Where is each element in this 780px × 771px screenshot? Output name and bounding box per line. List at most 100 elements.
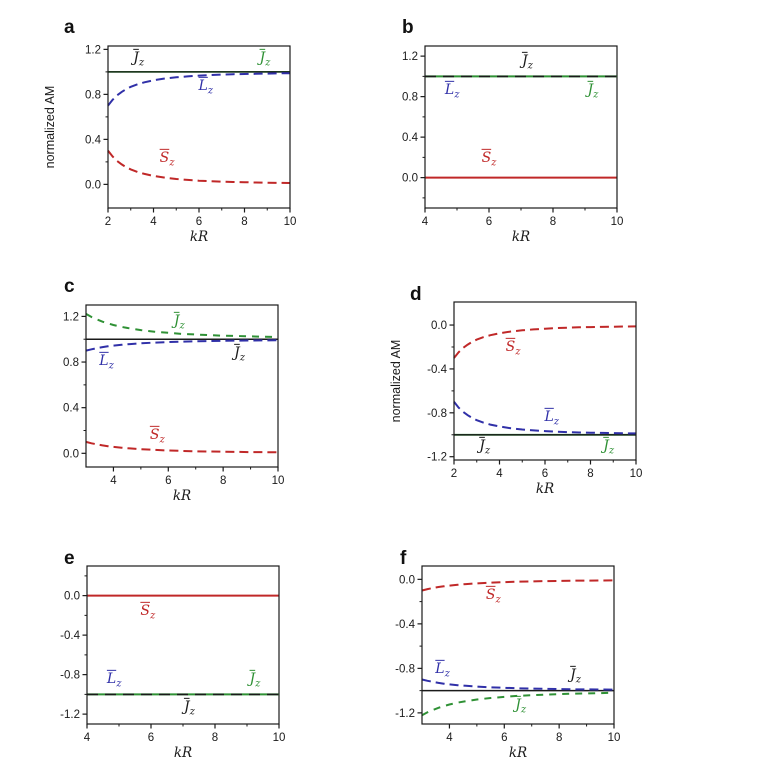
x-tick-label: 8 <box>212 732 218 744</box>
y-tick-label: 0.4 <box>63 403 80 415</box>
annotation-Jz: Jz <box>570 667 582 686</box>
curve-Lz <box>453 401 637 435</box>
annotation-script-Jz: Jz <box>515 697 527 716</box>
x-tick-label: 4 <box>110 475 117 487</box>
y-tick-label: -1.2 <box>395 708 415 720</box>
x-tick-label: 6 <box>165 475 171 487</box>
plot-d: 2 4 6 8 10 0.0 -0.4 -0.8 -1.2 kR normalized AM <box>389 301 643 497</box>
x-tick-label: 6 <box>196 216 202 228</box>
plot-box <box>453 301 637 461</box>
x-axis-label: kR <box>173 488 191 502</box>
annotation-Jz: Jz <box>183 699 195 718</box>
x-tick-label: 10 <box>273 732 286 744</box>
x-tick-label: 6 <box>148 732 154 744</box>
y-tick-label: -0.8 <box>427 408 447 420</box>
x-tick-label: 4 <box>446 732 453 744</box>
annotation-Lz: Lz <box>435 660 450 680</box>
x-tick-label: 10 <box>608 732 621 744</box>
x-tick-label: 10 <box>630 468 643 480</box>
y-tick-label: -0.4 <box>60 630 80 642</box>
panel-d: d 2 4 6 8 10 0.0 -0.4 -0.8 -1.2 kR normalized AM S… <box>386 275 644 507</box>
annotation-script-Jz: Jz <box>259 49 271 69</box>
x-tick-label: 10 <box>272 475 285 487</box>
x-tick-label: 8 <box>556 732 562 744</box>
x-tick-label: 8 <box>220 475 226 487</box>
panel-f: f 4 6 8 10 0.0 -0.4 -0.8 -1.2 kR Sz Lz Jz Jz <box>376 539 642 771</box>
annotation-Lz: Lz <box>544 409 560 429</box>
y-tick-label: 1.2 <box>85 44 101 56</box>
panel-e: e 4 6 8 10 0.0 -0.4 -0.8 -1.2 kR Sz Lz Jz Jz <box>40 539 296 771</box>
annotation-Sz: Sz <box>159 149 175 169</box>
annotation-script-Jz: Jz <box>173 313 185 332</box>
x-axis-label: kR <box>536 481 554 497</box>
y-tick-label: -0.8 <box>60 670 80 682</box>
figure-angular-momentum-panels: a 2 4 6 8 10 0.0 0.4 0.8 1.2 kR normalized AM Jz Jz… <box>40 16 643 761</box>
y-tick-label: 0.0 <box>85 179 101 191</box>
annotation-Lz: Lz <box>444 81 460 101</box>
annotation-Lz: Lz <box>99 353 114 372</box>
x-axis-label: kR <box>512 229 530 243</box>
x-tick-label: 10 <box>611 216 624 228</box>
y-tick-label: 0.8 <box>85 89 101 101</box>
annotation-Jz: Jz <box>479 437 491 457</box>
annotation-Sz: Sz <box>505 339 521 358</box>
annotation-Jz: Jz <box>133 49 145 69</box>
x-tick-label: 4 <box>496 468 503 480</box>
y-tick-label: -0.4 <box>427 364 447 376</box>
y-axis-label: normalized AM <box>389 340 403 423</box>
x-axis-label: kR <box>174 745 192 761</box>
plot-f: 4 6 8 10 0.0 -0.4 -0.8 -1.2 kR <box>395 565 621 761</box>
annotation-Sz: Sz <box>481 150 497 170</box>
panel-a: a 2 4 6 8 10 0.0 0.4 0.8 1.2 kR normalized AM Jz Jz… <box>40 16 298 243</box>
panel-letter-b: b <box>402 17 414 38</box>
plot-b: 4 6 8 10 0.0 0.4 0.8 1.2 kR <box>402 45 624 243</box>
y-tick-label: -1.2 <box>60 709 80 721</box>
x-tick-label: 4 <box>84 732 91 744</box>
annotation-Sz: Sz <box>149 427 165 446</box>
annotation-script-Jz: Jz <box>249 670 261 690</box>
panel-letter-d: d <box>410 284 422 305</box>
y-tick-label: -0.4 <box>395 619 415 631</box>
y-tick-label: 1.2 <box>402 51 418 63</box>
panel-letter-a: a <box>64 17 75 38</box>
curve-Sz <box>453 325 637 359</box>
x-tick-label: 8 <box>241 216 247 228</box>
y-tick-label: 0.8 <box>63 357 79 369</box>
curve-Lz <box>107 72 291 107</box>
curve-Sz <box>85 440 279 454</box>
y-tick-label: 0.4 <box>85 134 102 146</box>
x-axis-label: kR <box>190 229 208 243</box>
y-tick-label: 0.4 <box>402 132 419 144</box>
plot-e: 4 6 8 10 0.0 -0.4 -0.8 -1.2 kR <box>60 565 286 761</box>
panel-b: b 4 6 8 10 0.0 0.4 0.8 1.2 kR Jz Lz Jz Sz <box>378 16 634 243</box>
y-tick-label: -0.8 <box>395 663 415 675</box>
y-tick-label: 1.2 <box>63 311 79 323</box>
x-tick-label: 2 <box>105 216 111 228</box>
annotation-Sz: Sz <box>485 587 501 606</box>
panel-letter-c: c <box>64 276 75 297</box>
annotation-script-Jz: Jz <box>603 437 615 457</box>
panel-c: c 4 6 8 10 0.0 0.4 0.8 1.2 kR Jz Jz Lz Sz <box>40 275 306 502</box>
x-axis-label: kR <box>509 745 527 761</box>
x-tick-label: 8 <box>550 216 556 228</box>
y-tick-label: 0.0 <box>402 173 418 185</box>
annotation-Lz: Lz <box>198 77 214 97</box>
x-tick-label: 2 <box>451 468 457 480</box>
x-tick-label: 4 <box>150 216 157 228</box>
curve-Sz <box>107 149 291 184</box>
panel-letter-e: e <box>64 548 75 569</box>
x-tick-label: 10 <box>284 216 297 228</box>
annotation-Sz: Sz <box>140 603 156 623</box>
x-tick-label: 6 <box>542 468 548 480</box>
curve-Lz <box>421 678 615 691</box>
annotation-script-Jz: Jz <box>587 81 599 101</box>
x-tick-label: 8 <box>587 468 593 480</box>
curve-Lz <box>85 339 279 352</box>
plot-a: 2 4 6 8 10 0.0 0.4 0.8 1.2 kR normalized AM <box>43 44 297 243</box>
curve-Sz <box>421 579 615 592</box>
y-tick-label: 0.8 <box>402 92 418 104</box>
plot-box <box>107 45 291 209</box>
panel-letter-f: f <box>400 548 407 569</box>
x-tick-label: 6 <box>486 216 492 228</box>
x-tick-label: 4 <box>422 216 429 228</box>
